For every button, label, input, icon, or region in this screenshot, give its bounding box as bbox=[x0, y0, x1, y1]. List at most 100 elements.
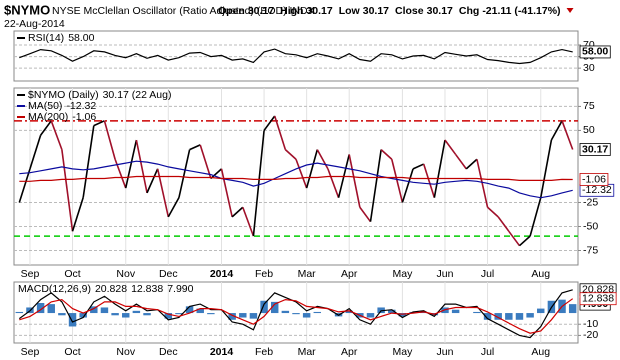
histogram-bar bbox=[164, 313, 173, 319]
histogram-bar bbox=[36, 303, 45, 314]
down-arrow bbox=[566, 8, 574, 13]
x-tick-label: May bbox=[392, 346, 413, 358]
legend-value: 30.17 (22 Aug) bbox=[103, 89, 172, 101]
series-line bbox=[19, 48, 573, 65]
line-segment bbox=[71, 197, 84, 232]
quote-value: 30.17 bbox=[248, 5, 274, 17]
line-segment bbox=[61, 149, 74, 232]
legend-value: -12.32 bbox=[66, 100, 96, 112]
line-segment bbox=[167, 197, 180, 218]
quote-value: -21.11 (-41.17%) bbox=[482, 5, 560, 17]
series-line bbox=[19, 175, 573, 182]
histogram-bar bbox=[388, 309, 396, 314]
line-segment bbox=[189, 144, 201, 151]
line-segment bbox=[263, 115, 276, 131]
histogram-bar bbox=[122, 313, 130, 318]
last-value-label: 58.00 bbox=[582, 46, 608, 58]
legend-label: RSI(14) bbox=[28, 32, 64, 44]
x-tick-label: Jun bbox=[437, 346, 454, 358]
x-tick-label: Oct bbox=[64, 346, 80, 358]
x-tick-label: 2014 bbox=[210, 268, 234, 280]
line-segment bbox=[242, 207, 255, 237]
line-segment bbox=[359, 206, 372, 223]
histogram-bar bbox=[228, 313, 236, 320]
quote-value: 30.17 bbox=[363, 5, 389, 17]
line-segment bbox=[210, 168, 223, 180]
line-segment bbox=[380, 149, 393, 160]
legend-label: $NYMO (Daily) bbox=[28, 89, 99, 101]
histogram-bar bbox=[239, 313, 247, 318]
line-segment bbox=[273, 115, 287, 150]
x-tick-label: Jul bbox=[481, 346, 494, 358]
last-value-box bbox=[579, 45, 611, 59]
x-tick-label: Apr bbox=[341, 346, 358, 358]
histogram-bar bbox=[100, 307, 109, 314]
x-tick-label: Apr bbox=[341, 268, 358, 280]
line-segment bbox=[146, 168, 159, 194]
line-segment bbox=[497, 216, 510, 232]
histogram-bar bbox=[185, 306, 194, 314]
x-tick-label: Dec bbox=[159, 346, 178, 358]
line-segment bbox=[539, 139, 553, 198]
line-segment bbox=[103, 120, 116, 160]
y-tick-label: 70 bbox=[583, 39, 595, 51]
line-segment bbox=[305, 149, 319, 189]
x-tick-label: Jun bbox=[437, 268, 454, 280]
x-tick-label: Jul bbox=[481, 268, 494, 280]
histogram-bar bbox=[526, 313, 534, 318]
legend-label: MA(200) bbox=[28, 111, 68, 123]
x-tick-label: 2014 bbox=[210, 346, 234, 358]
x-tick-label: Feb bbox=[255, 268, 273, 280]
x-tick-label: Nov bbox=[116, 346, 135, 358]
line-segment bbox=[82, 125, 95, 198]
line-segment bbox=[316, 149, 329, 170]
quote-value: 30.17 bbox=[427, 5, 453, 17]
line-segment bbox=[295, 158, 308, 189]
histogram-bar bbox=[515, 313, 524, 320]
histogram-bar bbox=[292, 313, 300, 315]
line-segment bbox=[369, 149, 382, 222]
histogram-bar bbox=[260, 300, 268, 314]
line-segment bbox=[454, 153, 467, 170]
y-tick-label: -10 bbox=[583, 318, 598, 330]
quote-label: Chg bbox=[459, 5, 479, 17]
line-segment bbox=[284, 149, 297, 160]
histogram-bar bbox=[196, 308, 204, 314]
histogram-bar bbox=[207, 313, 215, 315]
x-tick-label: Dec bbox=[159, 268, 178, 280]
last-value-box bbox=[579, 143, 611, 156]
x-tick-label: Mar bbox=[298, 268, 317, 280]
histogram-bar bbox=[143, 313, 151, 316]
quote-label: High bbox=[280, 5, 303, 17]
last-value-box bbox=[579, 173, 609, 186]
legend-value: -1.06 bbox=[72, 111, 96, 123]
line-segment bbox=[518, 235, 531, 247]
line-segment bbox=[444, 139, 457, 155]
x-tick-label: Aug bbox=[531, 346, 550, 358]
histogram-bar bbox=[15, 311, 24, 314]
line-segment bbox=[401, 168, 414, 203]
line-segment bbox=[114, 158, 127, 189]
line-segment bbox=[18, 168, 31, 203]
symbol: $NYMO bbox=[4, 2, 50, 17]
histogram-bar bbox=[313, 311, 322, 314]
histogram-bar bbox=[345, 310, 353, 314]
quote-label: Open bbox=[218, 5, 245, 17]
x-tick-label: Feb bbox=[255, 346, 273, 358]
line-segment bbox=[199, 144, 212, 179]
histogram-bar bbox=[505, 313, 513, 320]
histogram-bar bbox=[494, 313, 502, 320]
y-tick-label: -50 bbox=[583, 220, 598, 232]
histogram-bar bbox=[79, 313, 87, 318]
histogram-bar bbox=[68, 313, 77, 327]
line-segment bbox=[39, 120, 52, 136]
line-segment bbox=[508, 230, 521, 247]
line-segment bbox=[422, 163, 436, 198]
histogram-bar bbox=[175, 313, 183, 315]
line-segment bbox=[348, 154, 361, 208]
histogram-bar bbox=[58, 313, 66, 316]
line-segment bbox=[465, 158, 478, 170]
line-segment bbox=[476, 159, 489, 208]
histogram-bar bbox=[270, 301, 279, 314]
